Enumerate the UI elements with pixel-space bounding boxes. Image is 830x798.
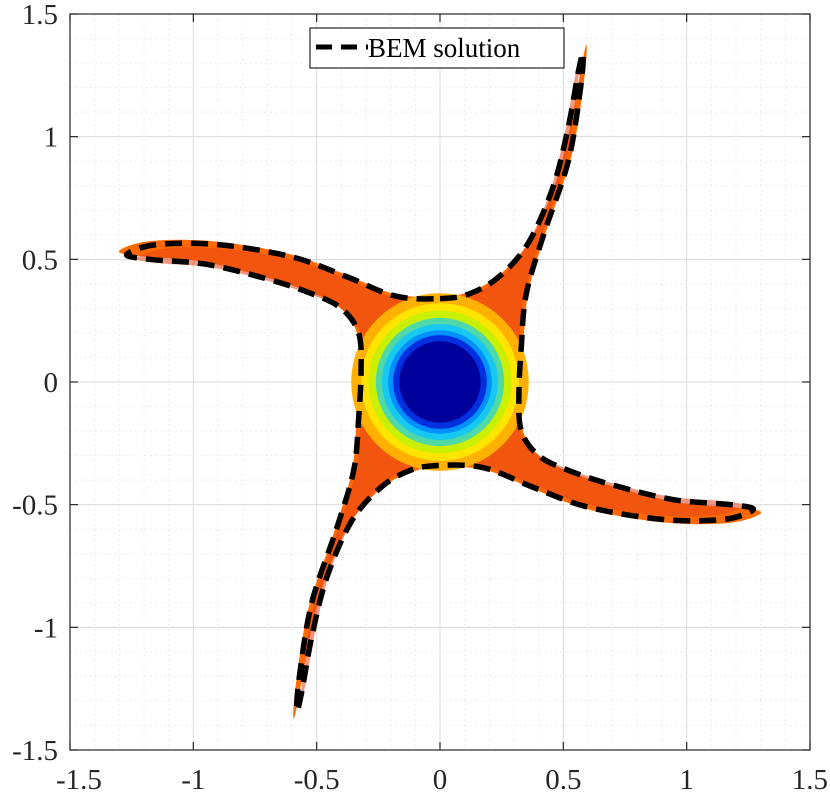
x-axis: -1.5 -1 -0.5 0 0.5 1 1.5 [56,14,828,796]
x-tick-label: 0 [433,764,448,796]
x-tick-label: -1 [181,764,205,796]
x-tick-label: -0.5 [294,764,340,796]
y-tick-label: 0 [44,367,59,399]
x-tick-label: 1.5 [792,764,828,796]
y-tick-label: -1 [34,612,58,644]
y-tick-label: -1.5 [12,735,58,767]
y-tick-label: -0.5 [12,490,58,522]
bem-solution-series [123,50,757,714]
y-tick-label: 0.5 [22,244,58,276]
solution-field [118,44,762,720]
legend-entry-bem-solution: BEM solution [368,33,521,63]
x-tick-label: 1 [679,764,694,796]
x-tick-label: 0.5 [545,764,581,796]
y-tick-label: 1 [44,122,59,154]
x-tick-label: -1.5 [56,764,102,796]
y-axis: 1.5 1 0.5 0 -0.5 -1 -1.5 [12,0,810,767]
bem-solution-line [123,50,757,714]
field-contour-level [399,341,481,423]
legend: BEM solution [309,27,565,69]
y-tick-label: 1.5 [22,0,58,31]
